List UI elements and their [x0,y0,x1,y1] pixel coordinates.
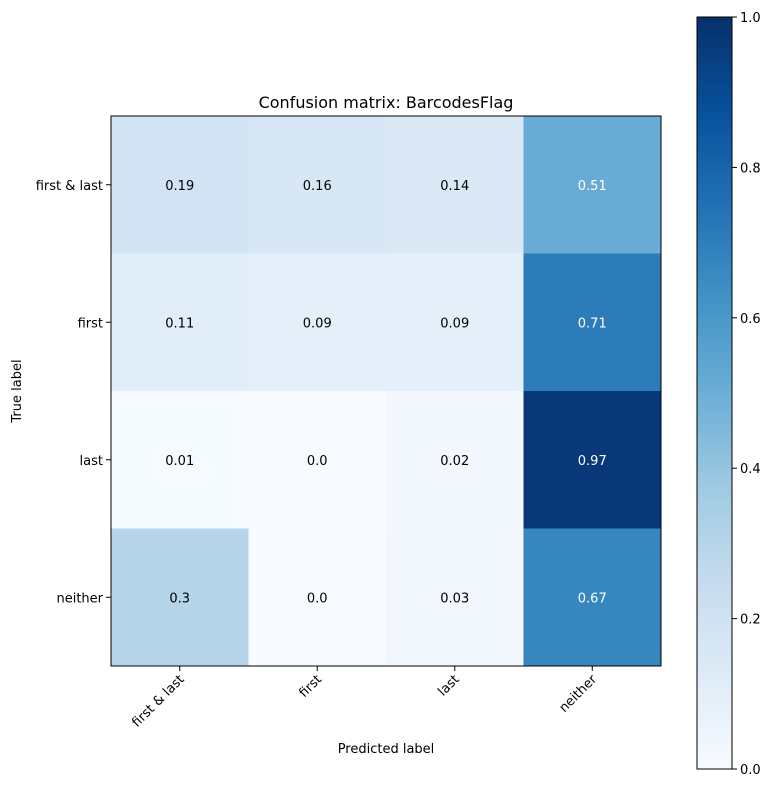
heatmap-cell [523,391,662,529]
colorbar-ticks: 0.0 0.2 0.4 0.6 0.8 1.0 [732,11,761,778]
heatmap-cells [111,116,662,667]
heatmap-cell [523,253,662,392]
chart-title: Confusion matrix: BarcodesFlag [259,93,514,112]
heatmap-cell [248,391,387,529]
x-tick-label: first [297,672,326,701]
heatmap-cell [111,391,249,529]
y-tick-label: neither [56,591,103,606]
colorbar: 0.0 0.2 0.4 0.6 0.8 1.0 [696,11,761,778]
colorbar-frame [696,16,733,770]
heatmap-cell [111,116,249,254]
cell-value-label: 0.97 [578,454,607,469]
cell-value-label: 0.19 [165,179,194,194]
cell-value-label: 0.02 [440,454,469,469]
heatmap-frame [110,115,662,667]
heatmap-cell [386,116,524,254]
heatmap-cell-labels: 0.19 0.16 0.14 0.51 0.11 0.09 0.09 0.71 0.01 0.0 0… [165,179,606,607]
cell-value-label: 0.03 [440,591,469,606]
heatmap-cell [386,528,524,667]
colorbar-tick-label: 0.4 [740,462,761,477]
x-axis-label: Predicted label [338,742,435,757]
heatmap-cell [248,253,387,392]
y-tick-label: last [80,454,103,469]
colorbar-tick-label: 0.6 [740,312,761,327]
cell-value-label: 0.51 [578,179,607,194]
colorbar-gradient [697,17,732,769]
cell-value-label: 0.01 [165,454,194,469]
y-axis-ticks: first & last first last neither [36,179,111,606]
heatmap-cell [111,528,249,667]
cell-value-label: 0.3 [169,591,190,606]
colorbar-tick-label: 0.0 [740,763,761,778]
heatmap-cell [386,253,524,392]
y-axis-label: True label [10,359,25,423]
cell-value-label: 0.11 [165,316,194,331]
cell-value-label: 0.0 [307,591,328,606]
colorbar-tick-label: 1.0 [740,11,761,26]
cell-value-label: 0.16 [303,179,332,194]
y-tick-label: first [78,316,103,331]
x-tick-label: first & last [129,672,187,730]
heatmap-cell [248,116,387,254]
cell-value-label: 0.71 [578,316,607,331]
cell-value-label: 0.09 [303,316,332,331]
cell-value-label: 0.09 [440,316,469,331]
y-tick-label: first & last [36,179,103,194]
x-tick-label: last [435,672,462,699]
cell-value-label: 0.14 [440,179,469,194]
x-tick-label: neither [557,672,601,716]
colorbar-tick-label: 0.2 [740,613,761,628]
cell-value-label: 0.67 [578,591,607,606]
heatmap-cell [523,116,662,254]
x-axis-ticks: first & last first last neither [129,666,601,730]
heatmap-cell [386,391,524,529]
heatmap-cell [248,528,387,667]
cell-value-label: 0.0 [307,454,328,469]
heatmap-cell [111,253,249,392]
heatmap-cell [523,528,662,667]
colorbar-tick-label: 0.8 [740,161,761,176]
